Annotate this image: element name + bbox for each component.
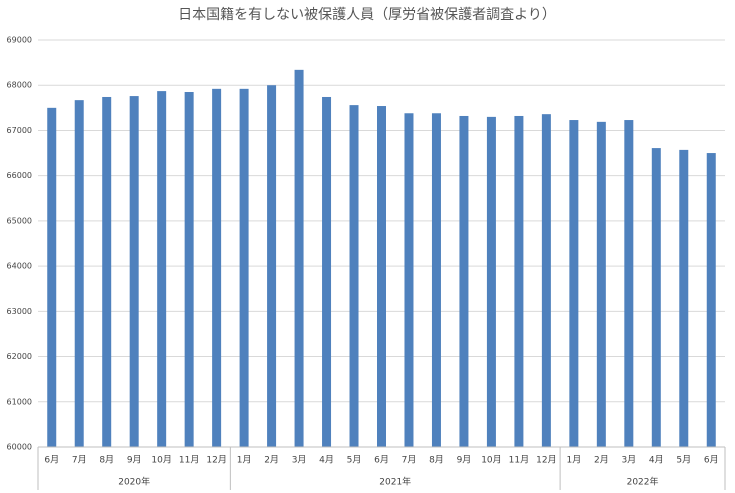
bar [239, 88, 249, 447]
bar [294, 69, 304, 447]
x-tick-label: 6月 [44, 455, 59, 466]
x-tick-label: 6月 [704, 455, 719, 466]
bar [47, 107, 57, 447]
x-tick-label: 10月 [481, 455, 501, 466]
bar [184, 92, 194, 447]
bar [129, 96, 139, 447]
bar [486, 116, 496, 447]
group-label: 2020年 [118, 476, 150, 488]
x-tick-label: 4月 [649, 455, 664, 466]
x-tick-label: 5月 [676, 455, 691, 466]
x-tick-label: 7月 [402, 455, 417, 466]
y-tick-label: 61000 [7, 397, 32, 406]
x-tick-label: 6月 [374, 455, 389, 466]
bar [404, 113, 414, 447]
bar [459, 115, 469, 448]
y-tick-label: 60000 [7, 443, 32, 452]
x-tick-label: 7月 [72, 455, 87, 466]
x-tick-label: 8月 [429, 455, 444, 466]
y-tick-label: 64000 [7, 262, 32, 271]
bar [157, 91, 167, 448]
x-tick-label: 5月 [347, 455, 362, 466]
bar [349, 105, 359, 448]
chart-title: 日本国籍を有しない被保護人員（厚労省被保護者調査より） [178, 6, 556, 23]
x-tick-label: 2月 [264, 455, 279, 466]
bar [569, 120, 579, 447]
group-label: 2022年 [627, 476, 659, 488]
bar [377, 106, 386, 447]
bar [541, 114, 551, 448]
bar [102, 96, 112, 447]
x-tick-label: 11月 [509, 455, 529, 466]
x-tick-label: 1月 [237, 455, 252, 466]
y-tick-label: 67000 [7, 126, 32, 135]
x-tick-label: 8月 [99, 455, 114, 466]
x-tick-label: 10月 [151, 455, 171, 466]
bar [651, 148, 661, 447]
y-tick-label: 65000 [7, 216, 32, 225]
group-label: 2021年 [379, 476, 411, 488]
x-tick-label: 1月 [566, 455, 581, 466]
bar [596, 121, 606, 447]
y-tick-label: 66000 [7, 171, 32, 180]
bar [267, 85, 277, 447]
bar [431, 113, 441, 447]
bar [624, 120, 634, 447]
x-tick-label: 9月 [127, 455, 142, 466]
x-tick-label: 3月 [621, 455, 636, 466]
bar [514, 115, 524, 448]
bar [679, 149, 689, 447]
x-tick-label: 3月 [292, 455, 307, 466]
x-tick-label: 2月 [594, 455, 609, 466]
y-tick-label: 69000 [7, 36, 32, 45]
x-tick-label: 12月 [206, 455, 226, 466]
y-tick-label: 68000 [7, 81, 32, 90]
bar [74, 100, 84, 447]
y-tick-label: 62000 [7, 352, 32, 361]
bar [706, 153, 716, 448]
x-tick-label: 12月 [536, 455, 556, 466]
x-tick-label: 9月 [457, 455, 472, 466]
bar [322, 96, 332, 447]
x-tick-label: 4月 [319, 455, 334, 466]
x-tick-label: 11月 [179, 455, 199, 466]
y-tick-label: 63000 [7, 307, 32, 316]
bar [212, 88, 222, 447]
